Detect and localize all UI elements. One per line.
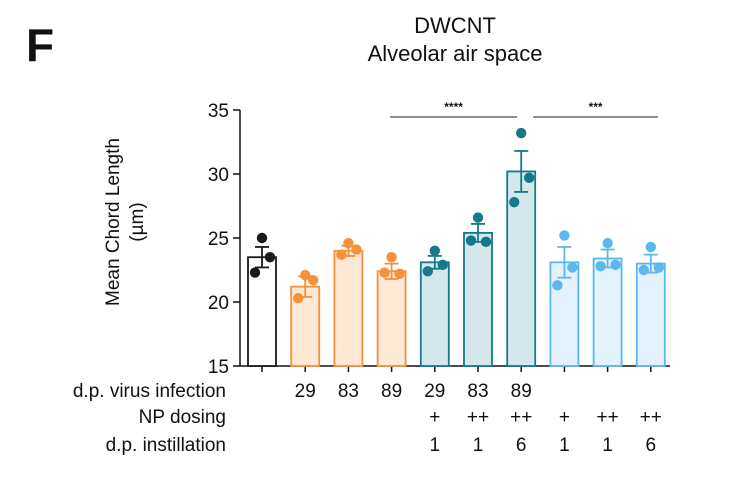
data-point	[379, 267, 390, 278]
data-point	[422, 266, 433, 277]
chart-title-line-1: DWCNT	[414, 13, 496, 38]
bar	[419, 261, 450, 367]
category-value: 6	[646, 435, 657, 456]
bar-group	[549, 230, 580, 367]
bar	[592, 257, 623, 367]
bar-group	[333, 237, 364, 367]
data-point	[480, 236, 492, 248]
significance-label: ****	[444, 100, 463, 114]
category-value: 1	[473, 435, 484, 456]
data-point	[645, 241, 656, 253]
data-point	[524, 172, 535, 184]
category-row-label: NP dosing	[139, 407, 226, 428]
bar-group	[247, 232, 277, 367]
data-point	[437, 259, 448, 271]
data-point	[552, 280, 563, 291]
y-tick-label: 20	[208, 293, 229, 314]
category-value: 83	[338, 381, 359, 402]
data-point	[300, 269, 311, 281]
category-value: 6	[516, 435, 527, 456]
data-point	[308, 275, 319, 286]
bar-group	[419, 245, 450, 367]
bar-group	[290, 269, 321, 367]
data-point	[249, 267, 261, 278]
category-value: ++	[467, 407, 489, 428]
y-tick-label: 35	[208, 101, 229, 122]
bar	[333, 249, 364, 367]
data-point	[638, 264, 649, 276]
data-point	[602, 237, 613, 249]
data-point	[567, 262, 578, 273]
data-point	[509, 196, 520, 208]
chart-title-line-2: Alveolar air space	[367, 41, 543, 66]
bar	[463, 231, 493, 367]
category-value: 83	[467, 381, 488, 402]
category-value: ++	[510, 407, 532, 428]
category-value: +	[429, 407, 440, 428]
significance-label: ***	[589, 100, 603, 114]
data-point	[264, 252, 276, 263]
data-point	[559, 230, 570, 241]
category-row-label: d.p. virus infection	[73, 381, 226, 402]
category-value: 1	[559, 435, 570, 456]
bar-group	[463, 212, 493, 367]
y-tick-label: 15	[208, 357, 229, 378]
data-point	[653, 262, 664, 273]
data-point	[351, 244, 362, 255]
category-row-label: d.p. instillation	[106, 435, 226, 456]
category-value: ++	[640, 407, 662, 428]
category-value: 1	[602, 435, 613, 456]
bar	[635, 262, 666, 367]
data-point	[610, 259, 621, 271]
panel-letter: F	[26, 19, 55, 71]
data-point	[472, 212, 484, 223]
bar-group	[376, 252, 407, 367]
bar-group	[506, 127, 537, 367]
data-point	[343, 237, 354, 249]
category-value: ++	[596, 407, 618, 428]
data-point	[429, 245, 440, 256]
data-point	[386, 252, 397, 263]
chart-title: DWCNT Alveolar air space	[300, 12, 610, 68]
data-point	[394, 268, 405, 280]
data-point	[465, 235, 477, 246]
category-value: 1	[430, 435, 441, 456]
data-point	[256, 232, 268, 244]
category-value: +	[559, 407, 570, 428]
y-tick-label: 25	[208, 229, 229, 250]
data-point	[516, 127, 527, 139]
bar	[376, 270, 407, 367]
data-point	[336, 249, 347, 260]
y-tick-label: 30	[208, 165, 229, 186]
bar	[549, 261, 580, 367]
bar-group	[635, 241, 666, 367]
bar-group	[592, 237, 623, 367]
category-value: 29	[424, 381, 445, 402]
category-value: 89	[381, 381, 402, 402]
category-value: 29	[295, 381, 316, 402]
category-value: 89	[511, 381, 532, 402]
data-point	[293, 292, 304, 304]
data-point	[595, 260, 606, 272]
